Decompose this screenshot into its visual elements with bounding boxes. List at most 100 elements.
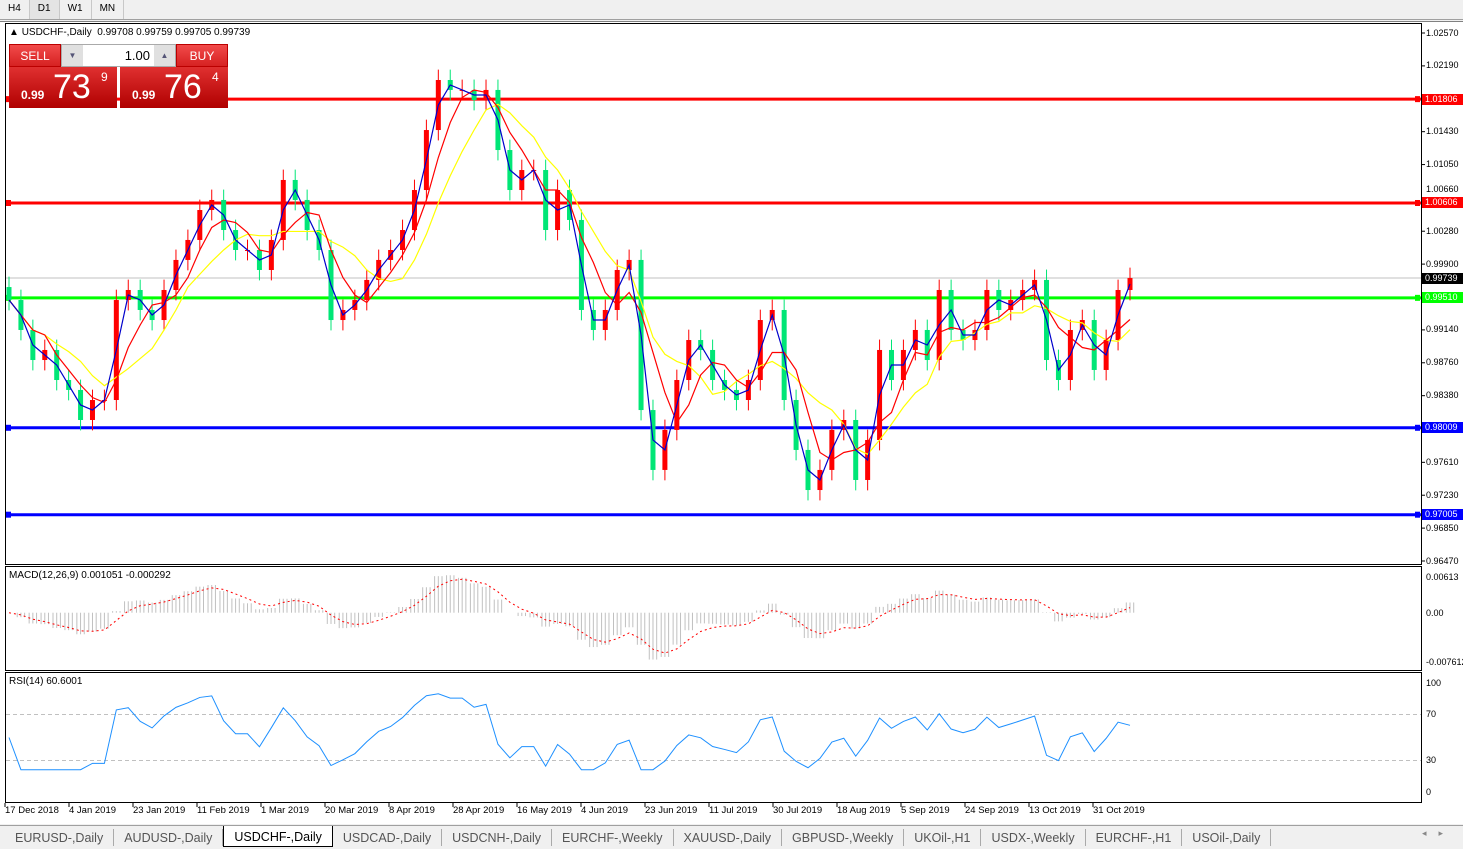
price-tick-label: 1.01050 bbox=[1426, 159, 1459, 170]
date-tick-label: 11 Feb 2019 bbox=[197, 805, 250, 816]
sell-price[interactable]: 0.99 73 9 bbox=[9, 67, 117, 108]
rsi-label: RSI(14) 60.6001 bbox=[9, 676, 83, 687]
symbol-title: USDCHF-,Daily bbox=[21, 27, 92, 38]
price-tick-label: 1.00280 bbox=[1426, 225, 1459, 236]
rsi-line bbox=[8, 693, 1131, 771]
level-price-label: 0.97005 bbox=[1422, 509, 1463, 521]
rsi-tick-label: 70 bbox=[1426, 709, 1437, 719]
rsi-tick-label: 100 bbox=[1426, 677, 1442, 688]
buy-price-prefix: 0.99 bbox=[132, 88, 156, 102]
sell-price-prefix: 0.99 bbox=[21, 88, 45, 102]
level-line-handle bbox=[6, 96, 11, 103]
price-tick-label: 1.00660 bbox=[1426, 184, 1459, 195]
ma-mid-line bbox=[8, 89, 1131, 461]
sell-price-pips: 73 bbox=[53, 68, 91, 106]
timeframe-mn[interactable]: MN bbox=[92, 0, 125, 19]
date-tick-label: 1 Mar 2019 bbox=[261, 805, 310, 816]
timeframe-w1[interactable]: W1 bbox=[60, 0, 92, 19]
price-tick-label: 0.97610 bbox=[1426, 456, 1459, 467]
lot-decrease-icon[interactable]: ▼ bbox=[62, 45, 83, 66]
ohlc-readout: 0.99708 0.99759 0.99705 0.99739 bbox=[97, 27, 251, 38]
date-tick-label: 8 Apr 2019 bbox=[389, 805, 435, 816]
macd-tick-label: 0.00 bbox=[1426, 607, 1444, 618]
buy-price-pips: 76 bbox=[164, 68, 202, 106]
price-tick-label: 1.02570 bbox=[1426, 27, 1459, 38]
date-tick-label: 30 Jul 2019 bbox=[773, 805, 823, 816]
rsi-tick-label: 30 bbox=[1426, 755, 1437, 765]
date-tick-label: 11 Jul 2019 bbox=[709, 805, 758, 816]
chart-tab[interactable]: USDCNH-,Daily bbox=[442, 829, 553, 846]
date-tick-label: 4 Jan 2019 bbox=[69, 805, 117, 816]
price-tick-label: 0.97230 bbox=[1426, 489, 1459, 500]
macd-tick-label: -0.007612 bbox=[1426, 656, 1463, 667]
macd-pane[interactable] bbox=[5, 566, 1422, 671]
price-pane[interactable] bbox=[5, 23, 1422, 565]
lot-size-stepper: ▼ 1.00 ▲ bbox=[61, 44, 176, 67]
one-click-trading-panel: SELL ▼ 1.00 ▲ BUY 0.99 73 9 0.99 76 4 bbox=[9, 44, 229, 108]
level-line-handle bbox=[6, 511, 11, 518]
chart-tab[interactable]: USDCHF-,Daily bbox=[223, 826, 333, 847]
level-line-handle bbox=[6, 199, 11, 206]
date-tick-label: 5 Sep 2019 bbox=[901, 805, 950, 816]
level-price-label: 0.99510 bbox=[1422, 292, 1463, 304]
date-tick-label: 4 Jun 2019 bbox=[581, 805, 629, 816]
date-tick-label: 17 Dec 2018 bbox=[5, 805, 59, 816]
level-price-label: 1.00606 bbox=[1422, 197, 1463, 209]
level-line-handle bbox=[1415, 199, 1420, 206]
date-tick-label: 16 May 2019 bbox=[517, 805, 572, 816]
date-tick-label: 23 Jan 2019 bbox=[133, 805, 186, 816]
chart-tab[interactable]: EURCHF-,H1 bbox=[1086, 829, 1183, 846]
date-tick-label: 18 Aug 2019 bbox=[837, 805, 891, 816]
macd-signal-line bbox=[8, 578, 1131, 654]
level-price-label: 1.01806 bbox=[1422, 93, 1463, 105]
date-tick-label: 13 Oct 2019 bbox=[1029, 805, 1081, 816]
sell-button[interactable]: SELL bbox=[9, 44, 61, 67]
timeframe-d1[interactable]: D1 bbox=[29, 0, 60, 19]
sell-price-fraction: 9 bbox=[101, 70, 108, 84]
tab-scroll-arrows[interactable]: ◂▸ bbox=[1421, 828, 1455, 838]
level-line-handle bbox=[1415, 294, 1420, 301]
price-tick-label: 1.02190 bbox=[1426, 60, 1459, 71]
chart-tab[interactable]: UKOil-,H1 bbox=[904, 829, 982, 846]
chart-tab[interactable]: EURUSD-,Daily bbox=[5, 829, 115, 846]
buy-price-fraction: 4 bbox=[212, 70, 219, 84]
ma-fast-line bbox=[8, 84, 1131, 481]
buy-price[interactable]: 0.99 76 4 bbox=[120, 67, 228, 108]
current-price-label: 0.99739 bbox=[1422, 272, 1463, 284]
chart-tab[interactable]: USDX-,Weekly bbox=[981, 829, 1086, 846]
chart-tab[interactable]: EURCHF-,Weekly bbox=[552, 829, 674, 846]
date-tick-label: 23 Jun 2019 bbox=[645, 805, 698, 816]
macd-tick-label: 0.00613 bbox=[1426, 571, 1459, 582]
rsi-pane[interactable] bbox=[5, 672, 1422, 803]
level-line-handle bbox=[1415, 96, 1420, 103]
rsi-tick-label: 0 bbox=[1426, 786, 1432, 797]
chart-tab[interactable]: AUDUSD-,Daily bbox=[114, 829, 224, 846]
timeframe-toolbar: H4 D1 W1 MN bbox=[0, 0, 1463, 20]
price-tick-label: 0.96850 bbox=[1426, 522, 1459, 533]
date-tick-label: 28 Apr 2019 bbox=[453, 805, 505, 816]
price-tick-label: 0.96470 bbox=[1426, 555, 1459, 566]
timeframe-h4[interactable]: H4 bbox=[0, 0, 30, 19]
ma-slow-line bbox=[8, 103, 1131, 456]
macd-label: MACD(12,26,9) 0.001051 -0.000292 bbox=[9, 570, 171, 581]
date-tick-label: 31 Oct 2019 bbox=[1093, 805, 1145, 816]
bearish-candle bbox=[6, 287, 12, 301]
chart-tab[interactable]: USOil-,Daily bbox=[1182, 829, 1272, 846]
price-tick-label: 0.98380 bbox=[1426, 390, 1459, 401]
chart-title: ▲ USDCHF-,Daily 0.99708 0.99759 0.99705 … bbox=[9, 27, 251, 38]
chart-tab[interactable]: GBPUSD-,Weekly bbox=[782, 829, 905, 846]
lot-increase-icon[interactable]: ▲ bbox=[154, 45, 175, 66]
level-price-label: 0.98009 bbox=[1422, 422, 1463, 434]
chart-tab[interactable]: XAUUSD-,Daily bbox=[674, 829, 783, 846]
price-tick-label: 0.99900 bbox=[1426, 258, 1459, 269]
price-tick-label: 1.01430 bbox=[1426, 126, 1459, 137]
price-tick-label: 0.98760 bbox=[1426, 357, 1459, 368]
date-tick-label: 20 Mar 2019 bbox=[325, 805, 379, 816]
level-line-handle bbox=[1415, 424, 1420, 431]
chart-tab[interactable]: USDCAD-,Daily bbox=[333, 829, 443, 846]
lot-size-input[interactable]: 1.00 bbox=[124, 48, 150, 63]
buy-button[interactable]: BUY bbox=[176, 44, 228, 67]
date-tick-label: 24 Sep 2019 bbox=[965, 805, 1019, 816]
level-line-handle bbox=[6, 424, 11, 431]
